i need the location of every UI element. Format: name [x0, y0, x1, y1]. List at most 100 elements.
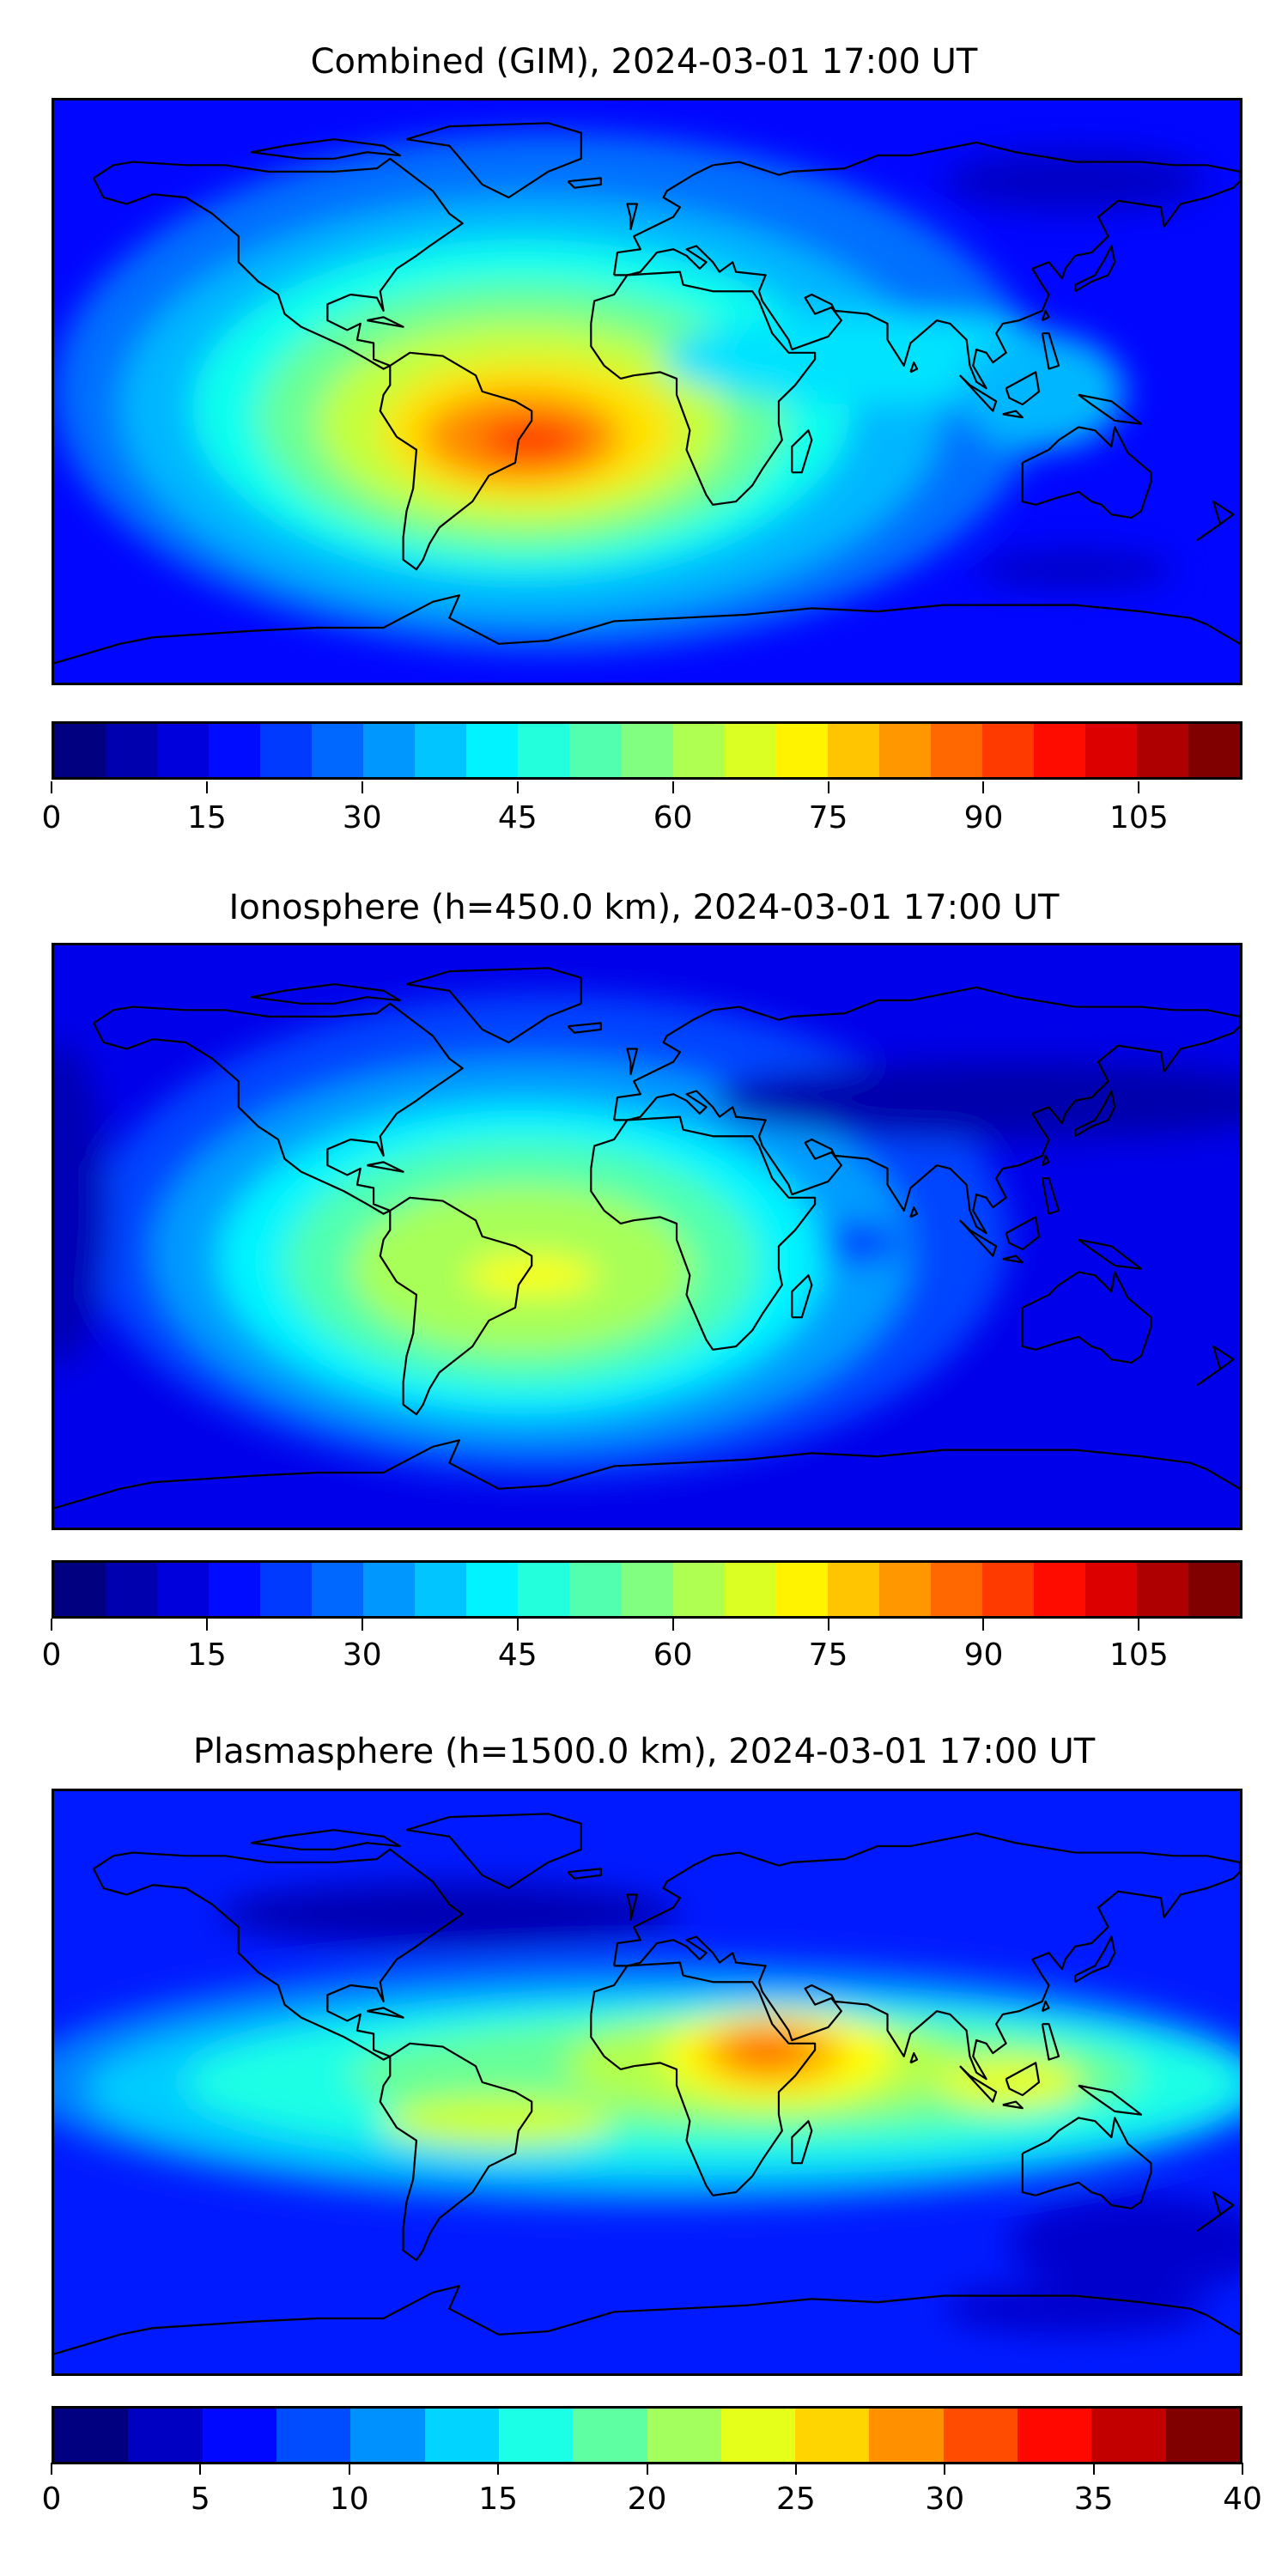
coastline [94, 1004, 463, 1214]
colorbar-tick [199, 2463, 202, 2475]
colorbar-segment [1188, 1563, 1241, 1616]
colorbar-tick-label: 90 [963, 800, 1004, 835]
colorbar-segment [415, 724, 467, 777]
colorbar-segment [569, 1563, 622, 1616]
colorbar-segment [672, 1563, 725, 1616]
panel-title-plasmasphere: Plasmasphere (h=1500.0 km), 2024-03-01 1… [192, 1732, 1096, 1771]
colorbar-tick-label: 105 [1109, 800, 1169, 835]
colorbar-segment [724, 724, 776, 777]
colorbar-segment [878, 1563, 931, 1616]
colorbar-segment [54, 1563, 106, 1616]
colorbar-segment [1136, 1563, 1189, 1616]
colorbar-tick [205, 781, 208, 793]
coastline [1042, 1156, 1049, 1165]
colorbar-segment [466, 1563, 519, 1616]
coastline [1042, 2002, 1049, 2011]
coastline [1006, 372, 1039, 404]
field-contour [976, 550, 1175, 589]
colorbar-segment [930, 724, 982, 777]
coastline [1003, 1256, 1023, 1263]
field-contour [959, 333, 1125, 450]
colorbar-segment [260, 1563, 313, 1616]
colorbar-tick [361, 781, 363, 793]
coastline [380, 2044, 532, 2260]
field-contour [943, 2282, 1207, 2335]
coastline [627, 1049, 637, 1075]
colorbar-segment [54, 724, 106, 777]
map-combined [52, 98, 1242, 685]
colorbar-segment [827, 1563, 879, 1616]
colorbar-tick-label: 15 [187, 1637, 227, 1673]
colorbar-segment [209, 1563, 261, 1616]
colorbar-segment [1165, 2409, 1240, 2462]
colorbar-tick [794, 2463, 797, 2475]
colorbar-tick-label: 5 [190, 2482, 210, 2517]
field-contour [943, 149, 1207, 214]
coastline [627, 1895, 637, 1921]
coastline [380, 353, 532, 569]
colorbar-segment [930, 1563, 982, 1616]
colorbar-segment [573, 2409, 647, 2462]
colorbar-tick-label: 40 [1223, 2482, 1262, 2517]
coastline [1078, 395, 1141, 424]
coastline [54, 595, 1240, 663]
colorbar-segment [569, 724, 622, 777]
colorbar-tick-label: 0 [41, 1637, 62, 1673]
coastline [1075, 1937, 1115, 1983]
coastline [367, 317, 403, 326]
coastline [406, 968, 580, 1042]
colorbar-tick [646, 2463, 648, 2475]
colorbar-ticks-plasmasphere: 0 5 10 15 20 25 30 35 40 [42, 2463, 1262, 2531]
coastline [568, 1023, 600, 1032]
colorbar-segment [981, 1563, 1034, 1616]
colorbar-tick [361, 1619, 363, 1631]
colorbar-tick-label: 15 [478, 2482, 519, 2517]
colorbar-tick [516, 1619, 519, 1631]
colorbar-tick [51, 2463, 52, 2475]
coastline [1042, 333, 1059, 368]
coastline [367, 2008, 403, 2017]
coastline [591, 272, 815, 505]
colorbar-segment [647, 2409, 721, 2462]
coastline [568, 1868, 600, 1878]
coastline [960, 375, 996, 410]
colorbar-plasmasphere [52, 2406, 1242, 2464]
colorbar-segment [363, 1563, 416, 1616]
coastline [406, 123, 580, 197]
coastline [614, 1833, 1240, 2079]
colorbar-segment [466, 724, 519, 777]
colorbar-segment [54, 2409, 129, 2462]
coastline [792, 430, 811, 472]
colorbar-tick-label: 30 [342, 800, 382, 835]
colorbar-segment [1018, 2409, 1092, 2462]
colorbar-segment [1136, 724, 1189, 777]
coastline [54, 2286, 1240, 2354]
colorbar-segment [1033, 1563, 1085, 1616]
colorbar-segment [157, 1563, 210, 1616]
coastline [1042, 2024, 1059, 2059]
colorbar-tick-label: 60 [653, 800, 693, 835]
colorbar-segment [209, 724, 261, 777]
coastline [1006, 1217, 1039, 1249]
colorbar-combined [52, 721, 1242, 780]
coastline [627, 204, 637, 230]
colorbar-tick [1092, 2463, 1095, 2475]
colorbar-segment [1084, 1563, 1137, 1616]
coastline [792, 1275, 811, 1317]
map-plasmasphere [52, 1789, 1242, 2376]
colorbar-segment [260, 724, 313, 777]
coastline [406, 1814, 580, 1888]
coastline [910, 362, 917, 372]
field-contour [478, 420, 585, 460]
colorbar-tick-label: 0 [41, 2482, 62, 2517]
colorbar-tick-label: 10 [329, 2482, 369, 2517]
colorbar-tick-label: 0 [41, 800, 62, 835]
colorbar-segment [202, 2409, 276, 2462]
field-contour [218, 1881, 680, 1947]
colorbar-segment [869, 2409, 944, 2462]
colorbar-tick-label: 75 [808, 1637, 848, 1673]
colorbar-tick [982, 781, 985, 793]
colorbar-tick [827, 781, 829, 793]
colorbar-segment [720, 2409, 796, 2462]
colorbar-segment [878, 724, 931, 777]
